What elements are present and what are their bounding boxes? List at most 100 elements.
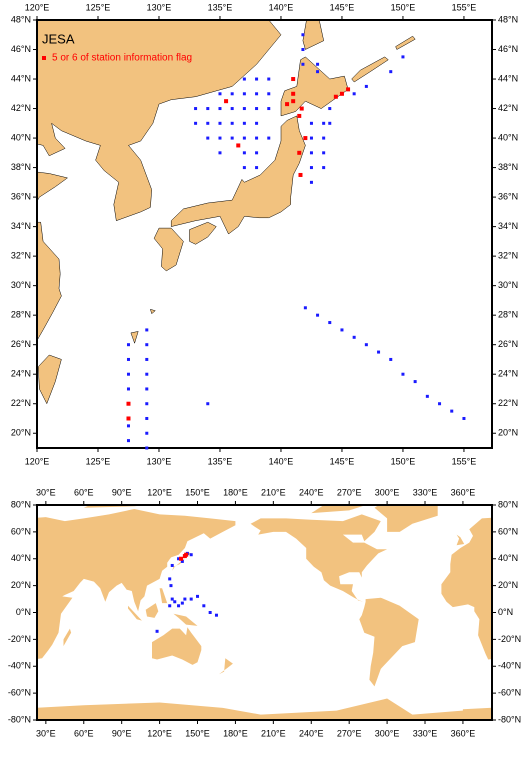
station (462, 416, 466, 420)
flagged-station (333, 94, 338, 99)
flagged-station (184, 552, 189, 557)
x-tick-label: 300°E (375, 728, 400, 738)
x-tick-label: 120°E (25, 456, 50, 466)
flagged-station (236, 143, 241, 148)
y-tick-label: 44°N (11, 73, 31, 83)
station (230, 107, 234, 111)
y-tick-label: 30°N (498, 280, 518, 290)
x-tick-label: 90°E (112, 728, 132, 738)
station (173, 600, 177, 604)
y-tick-label: 22°N (498, 398, 518, 408)
y-tick-label: 32°N (11, 251, 31, 261)
y-tick-label: 38°N (498, 162, 518, 172)
y-tick-label: 0°N (498, 607, 513, 617)
station (255, 77, 259, 81)
station (242, 151, 246, 155)
y-tick-label: -60°N (498, 688, 521, 698)
land (63, 628, 72, 647)
y-tick-label: 38°N (11, 162, 31, 172)
y-tick-label: 34°N (498, 221, 518, 231)
station (145, 357, 149, 361)
x-tick-label: 150°E (185, 487, 210, 497)
station (242, 136, 246, 140)
land (37, 698, 492, 720)
station (170, 563, 174, 567)
station (218, 151, 222, 155)
station (206, 107, 210, 111)
station (194, 121, 198, 125)
land (37, 509, 236, 659)
x-tick-label: 360°E (451, 487, 476, 497)
y-tick-label: 36°N (498, 191, 518, 201)
station (309, 151, 313, 155)
y-tick-label: 36°N (11, 191, 31, 201)
x-tick-label: 135°E (208, 456, 233, 466)
flagged-station (297, 150, 302, 155)
station (322, 151, 326, 155)
x-tick-label: 145°E (330, 2, 355, 12)
station (145, 446, 149, 450)
station (194, 107, 198, 111)
x-tick-label: 30°E (36, 728, 56, 738)
station (126, 372, 130, 376)
station (180, 559, 184, 563)
station (352, 335, 356, 339)
y-tick-label: 48°N (11, 14, 31, 24)
station (242, 92, 246, 96)
station (255, 136, 259, 140)
station (309, 180, 313, 184)
station (389, 70, 393, 74)
y-tick-label: 24°N (11, 369, 31, 379)
station (413, 380, 417, 384)
station (168, 577, 172, 581)
x-tick-label: 150°E (185, 728, 210, 738)
station (206, 121, 210, 125)
y-tick-label: 44°N (498, 73, 518, 83)
y-tick-label: -40°N (498, 661, 521, 671)
x-tick-label: 210°E (261, 487, 286, 497)
land (159, 588, 168, 604)
x-tick-label: 90°E (112, 487, 132, 497)
y-tick-label: 46°N (498, 44, 518, 54)
station (316, 70, 320, 74)
x-tick-label: 120°E (25, 2, 50, 12)
x-tick-label: 125°E (86, 456, 111, 466)
y-tick-label: 42°N (11, 103, 31, 113)
land (189, 221, 217, 245)
flagged-station (339, 91, 344, 96)
land (462, 707, 492, 720)
station (242, 77, 246, 81)
land-world (37, 505, 492, 720)
station (364, 84, 368, 88)
flagged-station (298, 172, 303, 177)
y-tick-label: 40°N (498, 132, 518, 142)
flagged-station (299, 106, 304, 111)
land (359, 597, 419, 687)
station (169, 584, 173, 588)
y-tick-label: 40°N (498, 553, 518, 563)
x-tick-label: 120°E (147, 487, 172, 497)
flagged-station (126, 416, 131, 421)
station (145, 328, 149, 332)
x-tick-label: 120°E (147, 728, 172, 738)
land (456, 534, 465, 546)
y-tick-label: 80°N (498, 499, 518, 509)
land (170, 115, 306, 235)
station (145, 416, 149, 420)
station (322, 166, 326, 170)
station (218, 136, 222, 140)
y-tick-label: 20°N (11, 580, 31, 590)
land (351, 56, 389, 83)
stations (126, 33, 466, 633)
station (377, 350, 381, 354)
y-tick-label: 26°N (11, 339, 31, 349)
station (242, 107, 246, 111)
station (230, 121, 234, 125)
flagged-station (303, 136, 308, 141)
x-tick-label: 130°E (147, 2, 172, 12)
station (309, 166, 313, 170)
land (395, 35, 416, 50)
station (145, 402, 149, 406)
station (206, 136, 210, 140)
